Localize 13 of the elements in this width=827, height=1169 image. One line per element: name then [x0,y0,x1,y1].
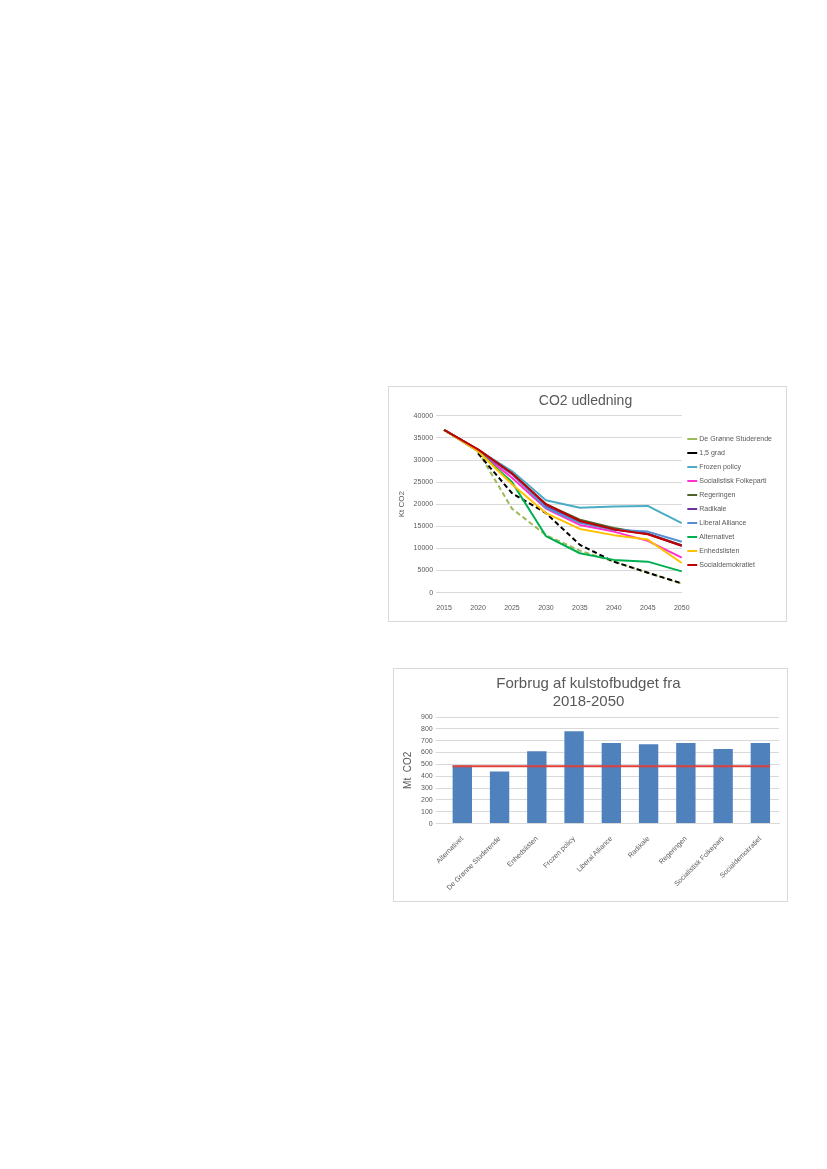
bar [713,748,733,824]
bar [489,771,510,824]
bar [638,744,659,824]
y-axis-title: Kt CO2 [397,490,406,518]
bar [452,765,472,824]
bar [750,743,771,824]
chart-title: CO2 udledning [538,392,633,409]
bar [601,743,622,824]
bar [527,751,547,824]
bar [676,743,696,824]
bar [564,731,584,824]
chart-title: Forbrug af kulstofbudget fra 2018-2050 [496,674,682,710]
y-axis-title: Mt CO2 [401,751,413,789]
